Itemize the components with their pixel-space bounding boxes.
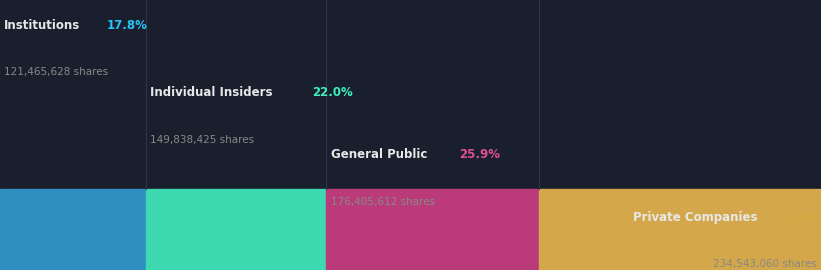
Text: 149,838,425 shares: 149,838,425 shares xyxy=(150,135,255,145)
Text: 17.8%: 17.8% xyxy=(107,19,148,32)
Text: Private Companies: Private Companies xyxy=(633,211,758,224)
Bar xyxy=(0,189,146,270)
Text: 234,543,060 shares: 234,543,060 shares xyxy=(713,259,817,269)
Bar xyxy=(539,189,821,270)
Text: 25.9%: 25.9% xyxy=(459,148,500,161)
Text: Individual Insiders: Individual Insiders xyxy=(150,86,273,99)
Text: General Public: General Public xyxy=(331,148,427,161)
Text: 34.4%: 34.4% xyxy=(776,211,817,224)
Text: 121,465,628 shares: 121,465,628 shares xyxy=(4,68,108,77)
Bar xyxy=(146,189,327,270)
Text: 176,405,612 shares: 176,405,612 shares xyxy=(331,197,434,207)
Text: 22.0%: 22.0% xyxy=(312,86,353,99)
Bar xyxy=(327,189,539,270)
Text: Institutions: Institutions xyxy=(4,19,80,32)
